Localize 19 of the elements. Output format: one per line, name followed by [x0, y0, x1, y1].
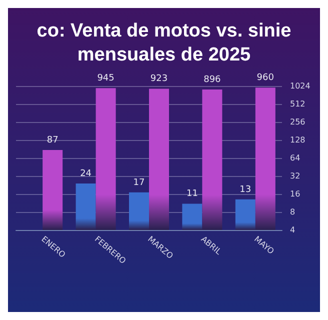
data-label: 960 [256, 73, 274, 84]
data-label: 11 [186, 189, 198, 200]
data-label: 945 [97, 74, 114, 84]
y-tick-label: 1024 [290, 82, 310, 90]
y-tick-label: 512 [290, 100, 306, 108]
data-label: 13 [240, 184, 252, 195]
y-tick-label: 256 [290, 118, 306, 126]
data-label: 87 [46, 136, 58, 146]
y-tick-label: 64 [290, 154, 300, 162]
y-tick-label: 128 [290, 136, 306, 144]
data-label: 17 [133, 178, 145, 188]
data-label: 896 [204, 74, 222, 85]
data-label: 24 [80, 168, 92, 179]
y-tick-label: 4 [290, 226, 296, 234]
y-tick-label: 8 [290, 208, 296, 216]
chart-title: co: Venta de motos vs. sinie mensuales de 2025 [36, 20, 292, 66]
y-tick-label: 16 [290, 190, 300, 198]
y-tick-label: 32 [290, 172, 300, 180]
data-label: 923 [150, 74, 168, 84]
